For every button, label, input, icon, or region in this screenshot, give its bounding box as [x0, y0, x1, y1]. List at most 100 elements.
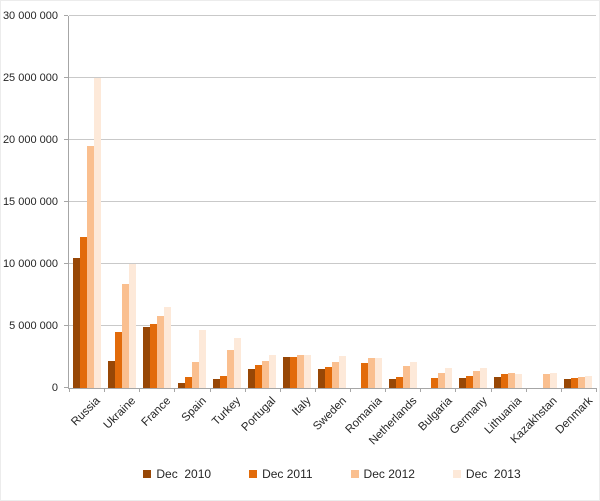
- bar-group-germany: [455, 16, 490, 388]
- bar-italy-dec-2013: [304, 354, 312, 388]
- bar-romania-dec-2012: [367, 358, 375, 388]
- y-axis-tick-label: 10 000 000: [2, 258, 58, 270]
- bar-denmark-dec-2011: [571, 378, 579, 388]
- bar-portugal-dec-2010: [248, 369, 256, 388]
- y-axis-tick-label: 15 000 000: [2, 196, 58, 208]
- x-axis-tick: [490, 388, 492, 392]
- bar-group-italy: [280, 16, 315, 388]
- bar-spain-dec-2010: [177, 383, 185, 388]
- x-axis-category-label: Italy: [290, 395, 314, 419]
- x-axis-tick: [139, 388, 141, 392]
- bar-portugal-dec-2011: [255, 365, 263, 388]
- bar-turkey-dec-2010: [213, 379, 221, 388]
- bar-denmark-dec-2012: [578, 377, 586, 388]
- bar-italy-dec-2010: [283, 357, 291, 388]
- bar-group-sweden: [315, 16, 350, 388]
- bar-sweden-dec-2011: [325, 366, 333, 388]
- bar-germany-dec-2012: [473, 370, 481, 388]
- x-axis-tick: [385, 388, 387, 392]
- y-axis-line: [68, 16, 69, 388]
- bar-bulgaria-dec-2012: [437, 373, 445, 388]
- bar-netherlands-dec-2011: [395, 376, 403, 388]
- bar-denmark-dec-2010: [564, 379, 572, 388]
- x-axis-tick: [69, 388, 70, 392]
- plot-area: Russia Ukraine France Spain Turkey Portugal It…: [64, 15, 597, 447]
- x-axis-tick: [525, 388, 527, 392]
- bar-italy-dec-2012: [297, 354, 305, 388]
- gridline: [69, 15, 596, 16]
- y-axis-tick: [64, 325, 68, 326]
- bar-group-netherlands: [385, 16, 420, 388]
- bar-turkey-dec-2013: [234, 338, 242, 388]
- gridline: [69, 139, 596, 140]
- bar-romania-dec-2013: [374, 358, 382, 388]
- y-axis-tick-label: 0: [51, 382, 58, 394]
- bar-france-dec-2012: [156, 316, 164, 388]
- bar-group-bulgaria: [420, 16, 455, 388]
- bar-italy-dec-2011: [290, 357, 298, 388]
- bar-group-denmark: [561, 16, 596, 388]
- x-axis-tick: [350, 388, 352, 392]
- bar-netherlands-dec-2010: [388, 379, 396, 388]
- bar-lithuania-dec-2013: [515, 373, 523, 388]
- y-axis-tick: [64, 139, 68, 140]
- bar-lithuania-dec-2010: [494, 376, 502, 388]
- x-axis-category-label: Germany: [447, 395, 490, 437]
- x-axis-tick: [209, 388, 211, 392]
- bar-group-kazakhstan: [526, 16, 561, 388]
- x-axis-category-label: Portugal: [239, 395, 279, 434]
- bar-denmark-dec-2013: [585, 376, 593, 388]
- gridline: [69, 77, 596, 78]
- x-axis-tick: [244, 388, 246, 392]
- bar-spain-dec-2012: [191, 361, 199, 388]
- x-axis-line: [68, 388, 596, 389]
- bar-ukraine-dec-2010: [107, 360, 115, 388]
- x-axis-tick: [104, 388, 106, 392]
- y-axis-tick-label: 25 000 000: [2, 72, 58, 84]
- legend-swatch-dec-2013: [452, 470, 461, 478]
- legend-label: Dec 2012: [363, 467, 415, 481]
- bar-portugal-dec-2012: [262, 360, 270, 388]
- bar-ukraine-dec-2013: [128, 264, 136, 388]
- bar-france-dec-2011: [149, 323, 157, 388]
- x-axis-category-label: Denmark: [553, 395, 595, 437]
- bar-bulgaria-dec-2013: [444, 368, 452, 388]
- legend-swatch-dec-2010: [143, 470, 152, 478]
- bar-turkey-dec-2011: [220, 375, 228, 388]
- x-axis-tick: [420, 388, 422, 392]
- legend-item-dec-2010: Dec 2010: [143, 467, 211, 481]
- x-axis-tick: [174, 388, 176, 392]
- legend: Dec 2010 Dec 2011 Dec 2012 Dec 2013: [1, 467, 599, 481]
- bar-ukraine-dec-2011: [114, 332, 122, 388]
- x-axis-category-label: France: [139, 395, 174, 429]
- legend-swatch-dec-2012: [350, 470, 359, 478]
- bar-germany-dec-2010: [459, 378, 467, 388]
- y-axis-tick: [64, 15, 68, 16]
- bar-group-russia: [69, 16, 104, 388]
- x-axis-tick: [455, 388, 457, 392]
- bar-sweden-dec-2012: [332, 361, 340, 388]
- legend-item-dec-2013: Dec 2013: [452, 467, 521, 481]
- y-axis-tick: [64, 387, 68, 388]
- y-axis-labels: 0 5 000 000 10 000 000 15 000 000 20 000 000…: [1, 10, 63, 394]
- bar-spain-dec-2011: [184, 376, 192, 388]
- bar-lithuania-dec-2012: [508, 373, 516, 388]
- y-axis-tick: [64, 77, 68, 78]
- bar-netherlands-dec-2012: [402, 365, 410, 388]
- x-axis-tick: [279, 388, 281, 392]
- bar-russia-dec-2010: [72, 257, 80, 388]
- bar-turkey-dec-2012: [227, 349, 235, 388]
- bar-sweden-dec-2013: [339, 355, 347, 388]
- gridline: [69, 263, 596, 264]
- bar-romania-dec-2011: [360, 363, 368, 388]
- legend-label: Dec 2010: [156, 467, 212, 481]
- bar-group-lithuania: [491, 16, 526, 388]
- bar-russia-dec-2013: [93, 78, 101, 388]
- x-axis-tick: [596, 388, 597, 392]
- bar-netherlands-dec-2013: [409, 361, 417, 388]
- bar-sweden-dec-2010: [318, 369, 326, 388]
- x-axis-category-label: Turkey: [210, 395, 244, 429]
- bar-portugal-dec-2013: [269, 354, 277, 388]
- bar-group-france: [139, 16, 174, 388]
